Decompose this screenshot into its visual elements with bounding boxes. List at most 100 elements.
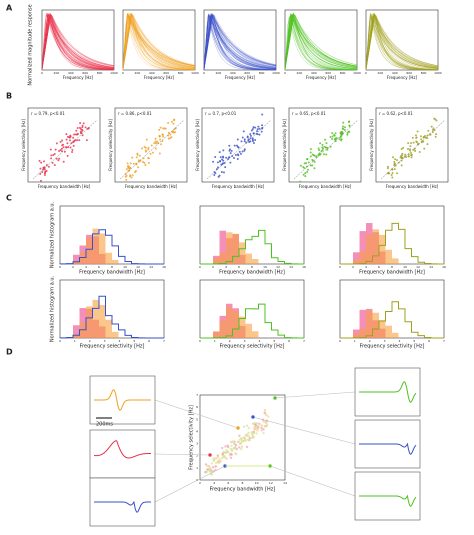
x-tick-label: 800 [421, 71, 427, 75]
scatter-point [82, 122, 85, 125]
scatter-point [125, 168, 128, 171]
x-tick-label: 14 [289, 265, 293, 269]
stat-label: r = 0.62, p<0.01 [379, 111, 413, 116]
response-curve [365, 15, 439, 71]
y-axis-label: Frequency selectivity [Hz] [195, 119, 200, 171]
scatter-point [400, 164, 403, 167]
scatter-point [309, 164, 312, 167]
response-curve [41, 15, 115, 71]
response-curve [284, 12, 358, 71]
scatter-point [220, 158, 223, 161]
scatter-point [215, 168, 218, 171]
scatter-point [228, 149, 231, 152]
scatter-point [79, 121, 82, 124]
response-curve [203, 14, 276, 71]
scatter-point [238, 434, 241, 437]
scatter-point [341, 127, 344, 130]
response-curve [284, 13, 358, 71]
hist-bar [73, 254, 80, 264]
response-curve [203, 14, 277, 71]
hist-bar [105, 252, 112, 264]
scatter-point [324, 138, 327, 141]
scatter-point [213, 173, 216, 176]
response-curve [41, 13, 115, 71]
x-tick-label: 2 [199, 481, 201, 485]
scatter-point [317, 147, 320, 150]
scatter-point [50, 154, 53, 157]
scatter-point [62, 146, 65, 149]
response-curve [203, 14, 277, 71]
scatter-point [252, 422, 256, 426]
response-curve [122, 12, 196, 71]
scatter-point [43, 172, 46, 175]
scatter-point [348, 124, 351, 127]
hist-outline [199, 229, 305, 265]
scatter-point [422, 136, 425, 139]
scatter-point [252, 432, 255, 435]
scatter-point [306, 170, 309, 173]
scatter-point [233, 144, 236, 147]
x-axis-label: Frequency bandwidth [Hz] [219, 270, 285, 276]
scatter-point [242, 130, 245, 133]
response-curve [365, 14, 438, 71]
response-curve [41, 12, 115, 71]
scatter-point [262, 431, 265, 435]
scatter-point [241, 136, 244, 139]
y-axis-label: Frequency selectivity [Hz] [21, 119, 26, 171]
x-tick-label: 600 [244, 71, 250, 75]
scatter-point [141, 160, 144, 163]
scatter-point [254, 126, 257, 129]
scatter-point [250, 129, 253, 132]
scatter-point [411, 136, 414, 139]
response-curve [365, 15, 439, 71]
response-curve [122, 15, 195, 71]
scatter-point [260, 426, 263, 430]
scatter-point [252, 141, 255, 144]
scatter-point [43, 160, 46, 163]
scatter-point [418, 150, 421, 153]
scatter-point [343, 126, 346, 129]
scatter-point [415, 136, 418, 139]
scatter-point [81, 134, 84, 137]
hist-bar [232, 311, 239, 338]
scatter-point [342, 125, 345, 128]
scatter-point [246, 136, 249, 139]
x-tick-label: 0 [122, 71, 124, 75]
scatter-point [170, 136, 173, 139]
scatter-point [423, 147, 426, 150]
scatter-point [158, 128, 161, 131]
response-curve [122, 14, 196, 71]
response-curve [203, 14, 277, 71]
scatter-point [230, 444, 233, 448]
scatter-point [87, 127, 90, 130]
scatter-point [47, 165, 50, 168]
response-curve [203, 13, 277, 71]
scatter-point [53, 153, 56, 156]
scatter-point [220, 163, 223, 166]
scatter-point [321, 143, 324, 146]
hist-bar [213, 257, 220, 264]
scatter-point [39, 172, 42, 175]
response-curve [122, 13, 196, 71]
response-curve [284, 13, 358, 71]
x-axis-label: Frequency bandwidth [Hz] [125, 184, 178, 189]
x-axis-label: Frequency [Hz] [225, 75, 256, 80]
scatter-point [258, 127, 261, 130]
scatter-point [238, 438, 242, 441]
scatter-point [140, 147, 143, 150]
panel-label: C [6, 194, 12, 203]
response-curve [203, 13, 277, 71]
x-tick-label: 200 [378, 71, 384, 75]
response-curve [41, 14, 115, 71]
scatter-point [161, 133, 164, 136]
scatter-point [307, 168, 310, 171]
response-curve [365, 15, 438, 71]
y-tick-label: 2 [196, 454, 198, 458]
response-curve [122, 13, 195, 71]
response-curve [284, 15, 358, 71]
response-curve [365, 13, 439, 71]
response-curve [122, 16, 196, 71]
scatter-point [409, 145, 412, 148]
response-curve [41, 13, 115, 71]
response-curve [122, 15, 195, 71]
